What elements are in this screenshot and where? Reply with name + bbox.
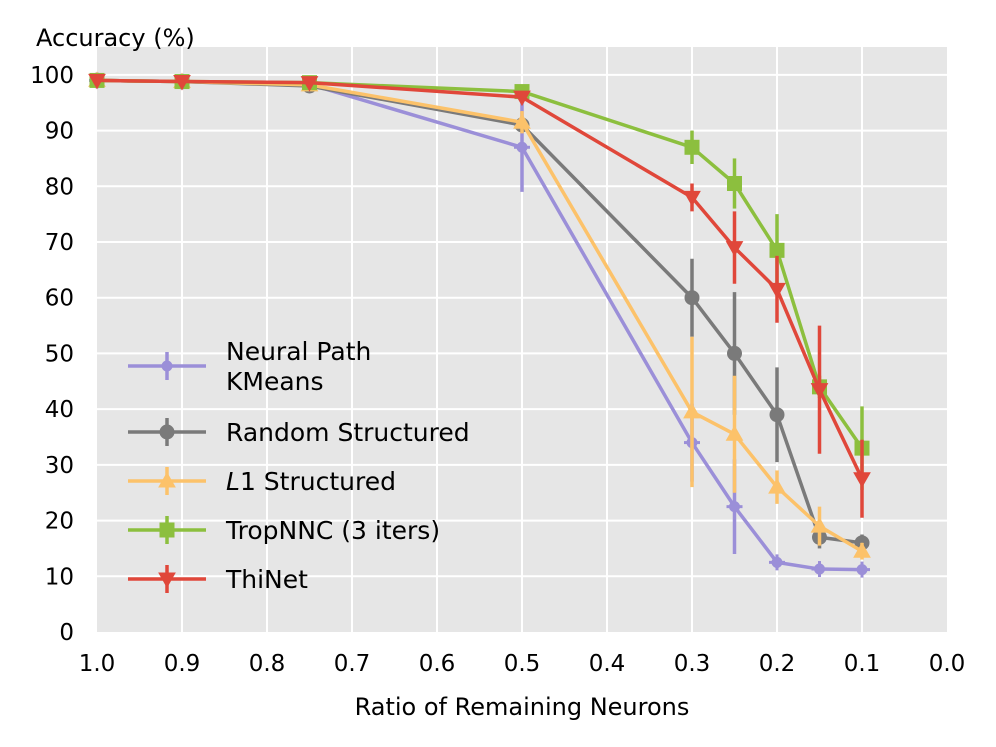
x-tick-label: 0.5 [504,651,541,677]
y-axis-ticks: 0 10 20 30 40 50 60 70 80 90 100 [30,63,74,646]
x-tick-label: 0.9 [164,651,201,677]
legend-swatch-marker [159,424,175,440]
x-tick-label: 0.7 [334,651,371,677]
y-tick-label: 70 [45,230,74,256]
x-tick-label: 0.3 [674,651,711,677]
x-axis-label: Ratio of Remaining Neurons [355,693,690,721]
data-point-l1-structured [768,478,786,494]
legend-label: KMeans [226,367,324,396]
data-point-random-structured [684,290,700,306]
legend-label: L1 Structured [226,467,396,496]
legend-item-tropnnc-3-iters: TropNNC (3 iters) [128,516,440,545]
y-tick-label: 100 [30,63,74,89]
data-point-thinet [853,472,871,488]
x-tick-label: 0.4 [589,651,626,677]
series-layer [88,71,871,578]
y-tick-label: 90 [45,119,74,145]
legend-item-random-structured: Random Structured [128,418,470,447]
legend-label: ThiNet [225,565,308,594]
legend-swatch-marker [158,471,176,488]
x-tick-label: 0.1 [844,651,881,677]
legend-swatch-marker [158,572,176,589]
y-tick-label: 0 [59,620,74,646]
y-tick-label: 20 [45,509,74,535]
x-tick-label: 0.2 [759,651,796,677]
y-tick-label: 60 [45,286,74,312]
data-point-l1-structured [853,542,871,558]
data-point-tropnnc-3-iters [769,242,785,258]
x-tick-label: 0.8 [249,651,286,677]
y-tick-label: 30 [45,453,74,479]
data-point-tropnnc-3-iters [727,176,742,191]
x-tick-label: 0.0 [929,651,966,677]
y-tick-label: 80 [45,174,74,200]
y-axis-label: Accuracy (%) [36,24,195,52]
legend-item-l1-structured: L1 Structured [128,467,396,496]
legend-label: Random Structured [226,418,470,447]
legend-label-italic: L [226,467,240,496]
x-axis-ticks: 1.0 0.9 0.8 0.7 0.6 0.5 0.4 0.3 0.2 0.1 0.0 [79,651,966,677]
data-point-thinet [173,75,191,91]
x-tick-label: 1.0 [79,651,116,677]
legend-label-rest: 1 Structured [240,467,396,496]
data-point-thinet [683,190,701,207]
y-tick-label: 10 [45,564,74,590]
y-tick-label: 50 [45,341,74,367]
legend-swatch-marker [159,522,175,538]
x-tick-label: 0.6 [419,651,456,677]
legend-label: Neural Path [226,337,371,366]
data-point-thinet [768,282,786,299]
data-point-thinet [513,90,531,107]
y-tick-label: 40 [45,397,74,423]
data-point-l1-structured [725,425,744,441]
data-point-tropnnc-3-iters [684,139,700,155]
data-point-thinet [725,241,744,257]
data-point-random-structured [727,345,742,361]
data-point-random-structured [769,407,785,423]
data-point-l1-structured [513,113,531,129]
data-point-thinet [88,73,106,90]
series-thinet [88,73,871,518]
data-point-l1-structured [683,402,701,419]
data-point-l1-structured [810,517,829,533]
legend-item-thinet: ThiNet [128,565,308,594]
data-point-thinet [810,383,829,399]
data-point-thinet [300,76,319,92]
legend-label: TropNNC (3 iters) [225,516,440,545]
